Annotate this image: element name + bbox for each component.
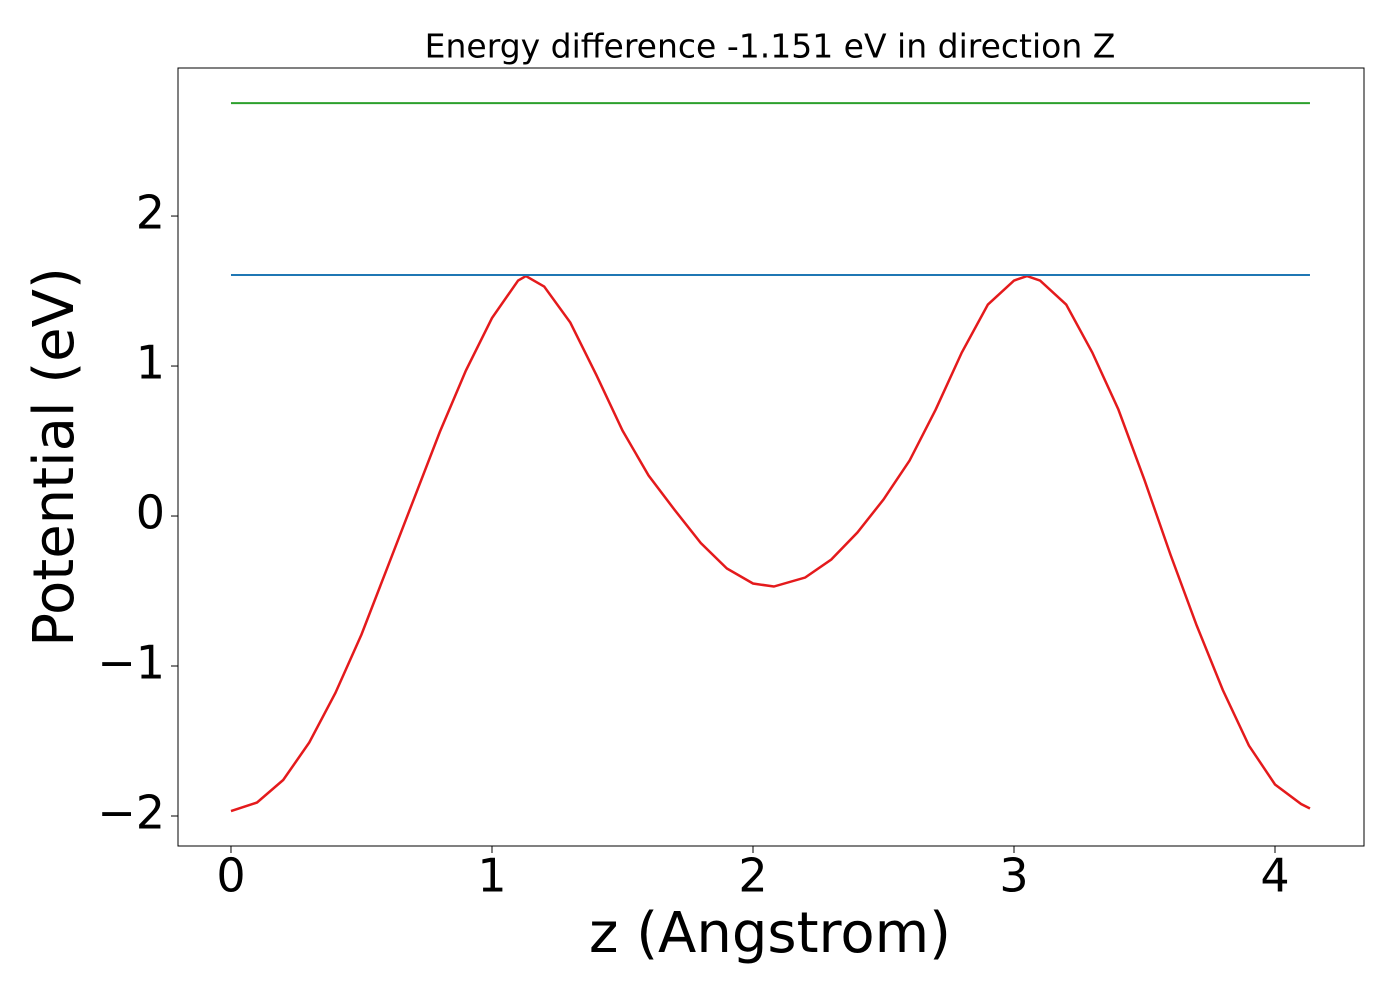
x-axis-label: z (Angstrom) bbox=[589, 901, 951, 966]
y-tick-label: 1 bbox=[136, 336, 165, 390]
x-tick-label: 4 bbox=[1260, 849, 1289, 903]
x-tick-label: 2 bbox=[738, 849, 767, 903]
x-tick-label: 1 bbox=[477, 849, 506, 903]
y-axis-label: Potential (eV) bbox=[22, 267, 87, 647]
y-tick-label: −2 bbox=[97, 786, 165, 840]
x-tick-label: 0 bbox=[216, 849, 245, 903]
y-tick-label: 0 bbox=[136, 486, 165, 540]
y-tick-label: −1 bbox=[97, 636, 165, 690]
plot-frame bbox=[177, 67, 1365, 847]
chart-title: Energy difference -1.151 eV in direction… bbox=[425, 27, 1116, 66]
data-line bbox=[230, 274, 1311, 813]
y-tick-label: 2 bbox=[136, 186, 165, 240]
x-tick-label: 3 bbox=[999, 849, 1028, 903]
